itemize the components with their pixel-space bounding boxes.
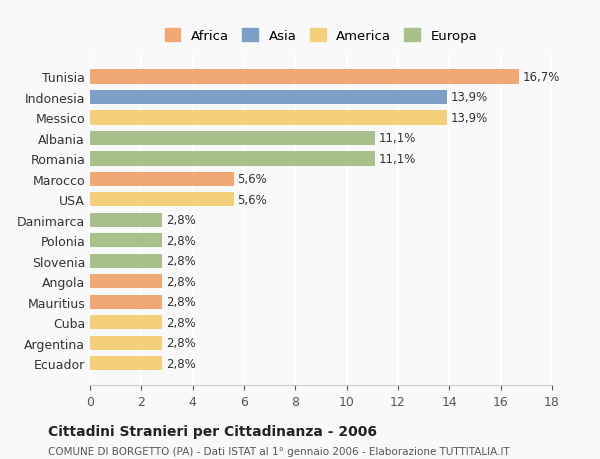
Text: 2,8%: 2,8% [166,214,196,227]
Text: 2,8%: 2,8% [166,234,196,247]
Bar [90,295,162,309]
Text: Cittadini Stranieri per Cittadinanza - 2006: Cittadini Stranieri per Cittadinanza - 2… [48,425,377,438]
Text: 11,1%: 11,1% [379,152,416,166]
Bar [90,131,375,146]
Text: 5,6%: 5,6% [238,173,268,186]
Text: 13,9%: 13,9% [451,91,488,104]
Bar [90,315,162,330]
Bar [90,172,234,187]
Bar [90,254,162,269]
Text: 13,9%: 13,9% [451,112,488,124]
Text: 2,8%: 2,8% [166,255,196,268]
Legend: Africa, Asia, America, Europa: Africa, Asia, America, Europa [158,22,484,50]
Bar [90,152,375,166]
Bar [90,213,162,228]
Bar [90,193,234,207]
Text: 2,8%: 2,8% [166,357,196,370]
Text: 2,8%: 2,8% [166,336,196,349]
Text: COMUNE DI BORGETTO (PA) - Dati ISTAT al 1° gennaio 2006 - Elaborazione TUTTITALI: COMUNE DI BORGETTO (PA) - Dati ISTAT al … [48,446,510,456]
Text: 5,6%: 5,6% [238,193,268,207]
Text: 2,8%: 2,8% [166,316,196,329]
Bar [90,336,162,350]
Bar [90,70,518,84]
Bar [90,111,447,125]
Bar [90,356,162,370]
Bar [90,274,162,289]
Text: 11,1%: 11,1% [379,132,416,145]
Text: 16,7%: 16,7% [523,71,560,84]
Bar [90,234,162,248]
Bar [90,90,447,105]
Text: 2,8%: 2,8% [166,275,196,288]
Text: 2,8%: 2,8% [166,296,196,308]
